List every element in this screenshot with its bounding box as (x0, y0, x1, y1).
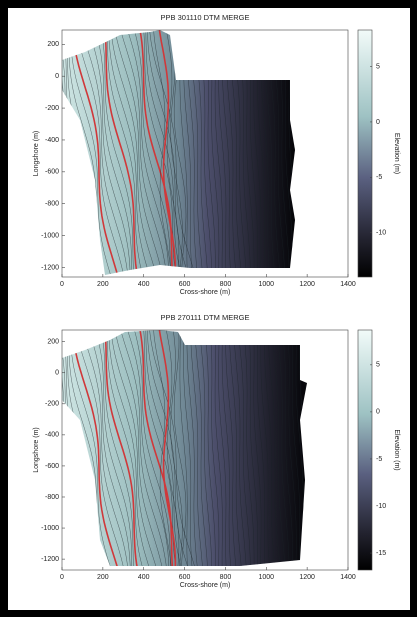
y-axis-label: Longshore (m) (33, 131, 40, 177)
x-tick-label: 400 (138, 574, 150, 581)
y-tick-label: -1000 (41, 232, 59, 239)
chart-title: PPB 270111 DTM MERGE (161, 313, 250, 322)
x-tick-label: 600 (179, 574, 191, 581)
x-tick-label: 200 (97, 281, 109, 288)
x-tick-label: 1000 (258, 281, 274, 288)
x-tick-label: 1400 (340, 574, 356, 581)
y-tick-label: -1000 (41, 525, 59, 532)
x-tick-label: 200 (97, 574, 109, 581)
colorbar-tick-label: 5 (376, 362, 380, 369)
x-tick-label: 0 (60, 281, 64, 288)
y-tick-label: -1200 (41, 556, 59, 563)
y-tick-label: -200 (45, 105, 59, 112)
y-tick-label: -600 (45, 169, 59, 176)
x-axis-label: Cross-shore (m) (180, 289, 231, 296)
y-tick-label: 200 (47, 41, 59, 48)
y-axis-label: Longshore (m) (33, 427, 40, 473)
x-tick-label: 0 (60, 574, 64, 581)
x-tick-label: 1000 (258, 574, 274, 581)
y-tick-label: -200 (45, 401, 59, 408)
x-tick-label: 1200 (299, 574, 315, 581)
x-tick-label: 800 (220, 574, 232, 581)
figure: PPB 301110 DTM MERGE 0 200 400 600 800 1000 120… (0, 0, 417, 617)
x-tick-label: 800 (220, 281, 232, 288)
y-tick-label: -400 (45, 432, 59, 439)
y-tick-label: -800 (45, 201, 59, 208)
colorbar-label: Elevation (m) (393, 429, 400, 470)
y-tick-label: 200 (47, 338, 59, 345)
x-tick-label: 1400 (340, 281, 356, 288)
colorbar-tick-label: 5 (376, 63, 380, 70)
colorbar-label: Elevation (m) (393, 133, 400, 174)
colorbar-tick-label: -10 (376, 503, 386, 510)
y-tick-label: 0 (55, 370, 59, 377)
x-tick-label: 400 (138, 281, 150, 288)
colorbar-tick-label: 0 (376, 119, 380, 126)
y-tick-label: -800 (45, 494, 59, 501)
colorbar-tick-label: -10 (376, 230, 386, 237)
colorbar (358, 30, 372, 277)
y-tick-label: -400 (45, 137, 59, 144)
x-axis-label: Cross-shore (m) (180, 582, 231, 589)
chart-title: PPB 301110 DTM MERGE (161, 13, 250, 22)
page: PPB 301110 DTM MERGE 0 200 400 600 800 1000 120… (0, 0, 417, 617)
x-tick-label: 1200 (299, 281, 315, 288)
colorbar-tick-label: -15 (376, 550, 386, 557)
colorbar-tick-label: -5 (376, 174, 382, 181)
y-tick-label: 0 (55, 73, 59, 80)
colorbar-tick-label: 0 (376, 409, 380, 416)
y-tick-label: -600 (45, 463, 59, 470)
y-tick-label: -1200 (41, 264, 59, 271)
x-tick-label: 600 (179, 281, 191, 288)
colorbar (358, 330, 372, 570)
colorbar-tick-label: -5 (376, 456, 382, 463)
